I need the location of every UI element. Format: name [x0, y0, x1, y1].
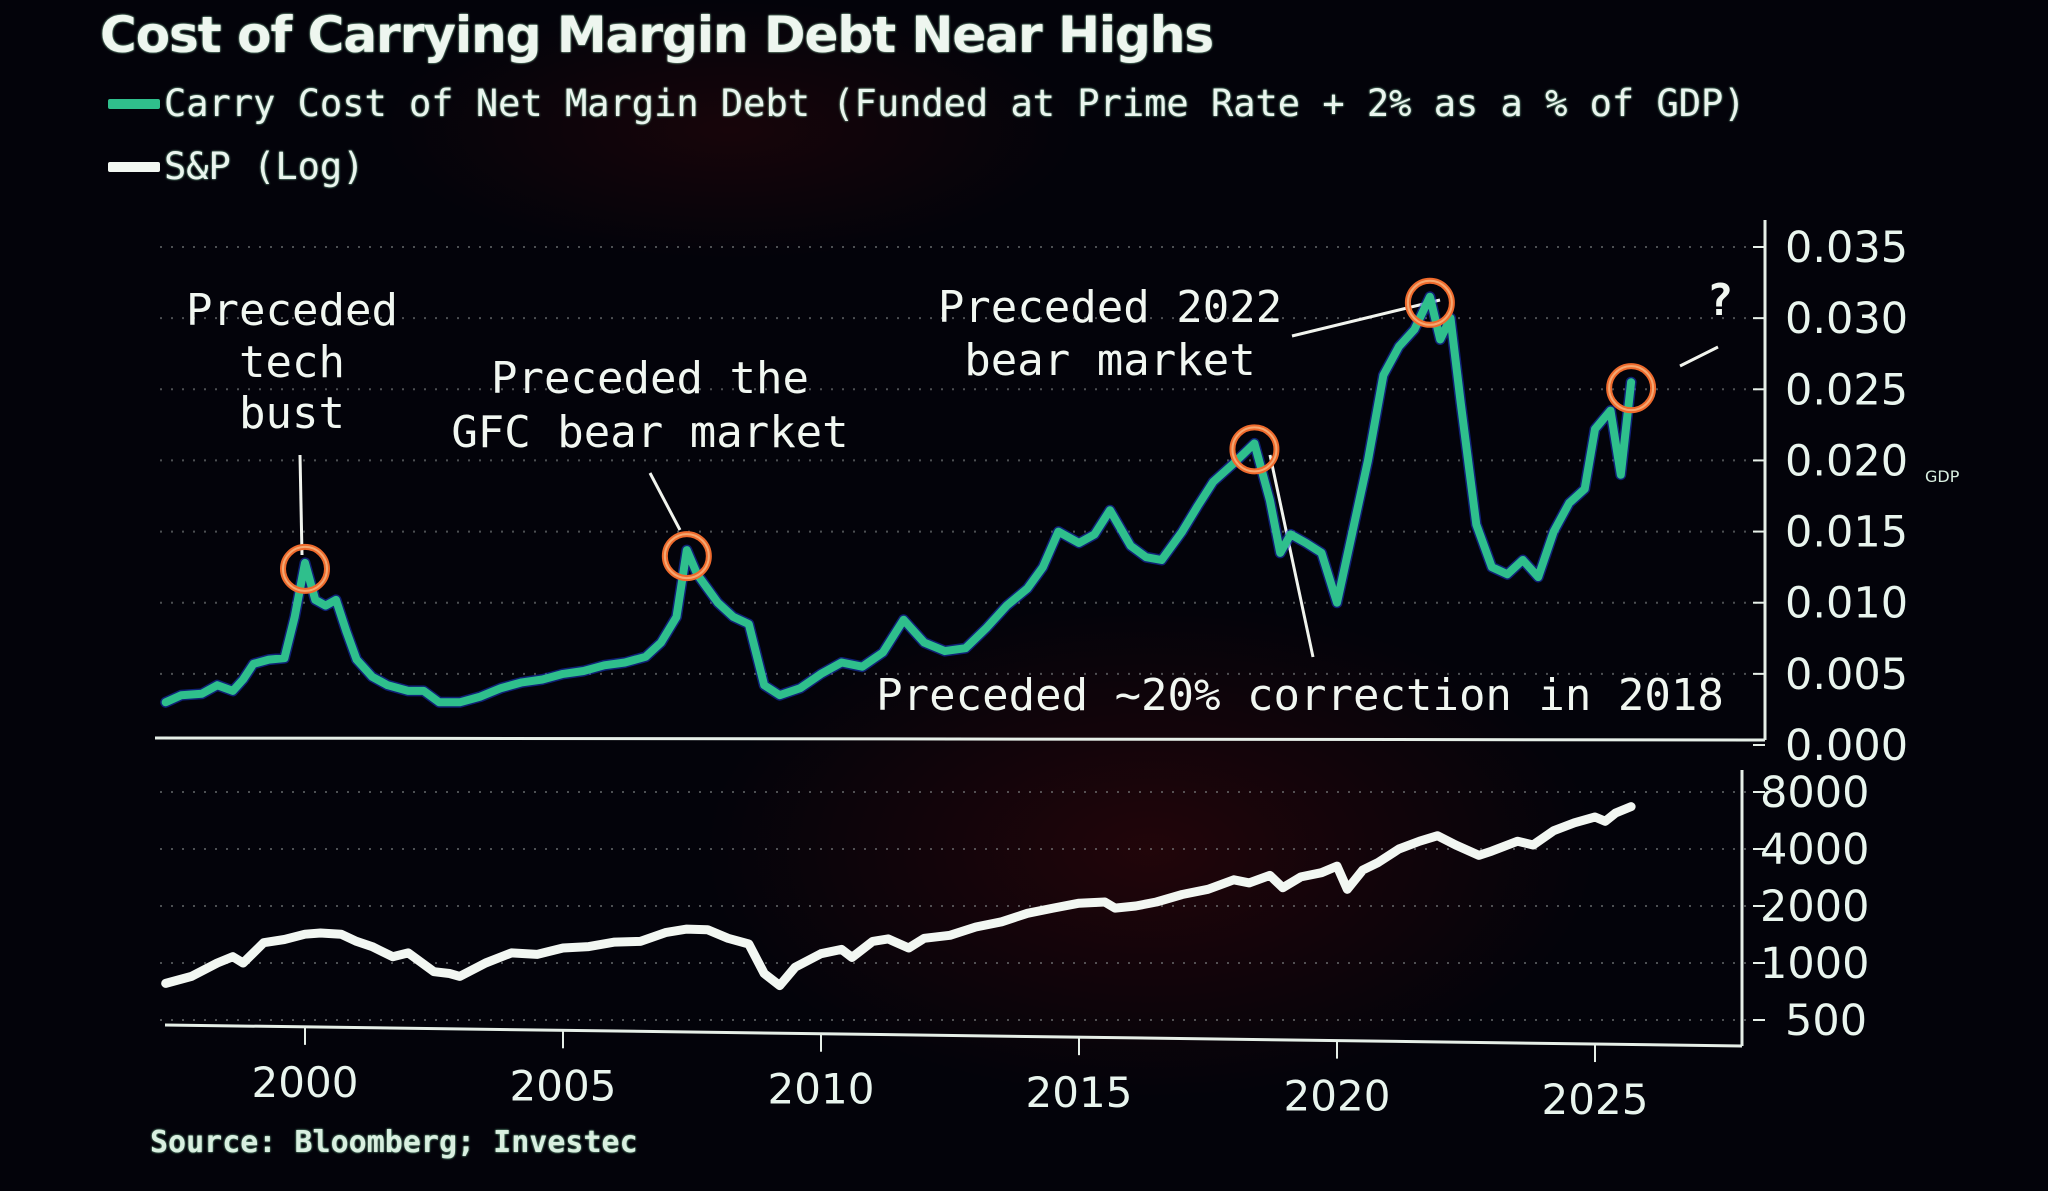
x-tick-label: 2010 — [768, 1065, 875, 1114]
upper-y-tick-label: 0.005 — [1785, 650, 1908, 700]
lower-y-tick-label: 500 — [1785, 996, 1867, 1046]
question-mark-annotation: ? — [1707, 275, 1734, 326]
legend-label-carry-cost: Carry Cost of Net Margin Debt (Funded at… — [164, 82, 1746, 125]
annotation-text: bear market — [964, 335, 1255, 386]
upper-y-tick-label: 0.030 — [1785, 294, 1908, 344]
legend-item-sp: S&P (Log) — [108, 145, 364, 188]
annotation-text: tech — [239, 337, 345, 388]
x-tick-label: 2015 — [1026, 1068, 1133, 1117]
upper-y-tick-label: 0.000 — [1785, 721, 1908, 771]
lower-y-tick-label: 1000 — [1760, 939, 1869, 989]
carry-cost-line — [161, 292, 1636, 707]
highlight-circles — [280, 277, 1657, 594]
upper-y-tick-labels: 0.035 0.030 0.025 0.020 0.015 0.010 0.005 0.000… — [1785, 223, 1960, 771]
lower-x-axis-line — [164, 1023, 1743, 1048]
highlight-circle-inner — [1406, 279, 1453, 326]
legend-label-sp: S&P (Log) — [164, 145, 365, 188]
upper-y-tick-label: 0.010 — [1785, 579, 1908, 629]
sp-log-line — [161, 802, 1636, 991]
annotation-text: bust — [239, 388, 345, 439]
x-tick-label: 2005 — [510, 1061, 617, 1110]
lower-y-tick-labels: 8000 4000 2000 1000 500 — [1760, 768, 1869, 1046]
x-tick-label: 2000 — [252, 1058, 359, 1107]
y-unit-label: GDP — [1925, 467, 1960, 486]
annotation-leader-line — [648, 472, 682, 531]
annotation-leader-line — [1268, 454, 1315, 658]
x-tick-labels: 2000 2005 2010 2015 2020 2025 — [252, 1026, 1649, 1124]
annotation-text: GFC bear market — [451, 407, 848, 458]
upper-y-tick-label: 0.035 — [1785, 223, 1908, 273]
highlight-circle-inner — [1231, 426, 1278, 473]
annotation-text: Preceded the — [491, 353, 809, 404]
legend-swatch-sp — [108, 161, 160, 172]
lower-y-tick-label: 4000 — [1760, 825, 1869, 875]
upper-gridlines — [160, 246, 1765, 746]
carry-cost-line-shadow — [160, 291, 1637, 708]
legend-swatch-carry-cost — [108, 98, 160, 109]
annotation-text: Preceded ~20% correction in 2018 — [876, 670, 1724, 721]
x-tick-label: 2025 — [1542, 1075, 1649, 1124]
annotation-leaders — [298, 298, 1719, 658]
lower-y-tick-label: 2000 — [1760, 882, 1869, 932]
lower-y-tick-label: 8000 — [1760, 768, 1869, 818]
source-note: Source: Bloomberg; Investec — [150, 1125, 638, 1160]
annotation-text: Preceded 2022 — [938, 282, 1282, 333]
highlight-circle-inner — [663, 533, 710, 580]
chart-title: Cost of Carrying Margin Debt Near Highs — [100, 6, 1214, 64]
annotation-leader-line — [1679, 345, 1719, 368]
upper-x-axis-line — [154, 736, 1749, 742]
highlight-circle-inner — [1608, 365, 1655, 412]
upper-y-tick-label: 0.020 — [1785, 436, 1908, 486]
highlight-circle-inner — [282, 545, 328, 592]
series-lines — [160, 291, 1637, 991]
lower-gridlines — [160, 791, 1765, 1021]
annotation-text: Preceded — [186, 285, 398, 336]
annotation-leader-line — [298, 454, 304, 556]
annotation-leader-line — [1291, 298, 1441, 338]
x-tick-label: 2020 — [1284, 1072, 1391, 1121]
axes — [154, 220, 1767, 1048]
upper-y-tick-label: 0.015 — [1785, 508, 1908, 558]
upper-y-tick-label: 0.025 — [1785, 365, 1908, 415]
legend-item-carry-cost: Carry Cost of Net Margin Debt (Funded at… — [108, 82, 1746, 125]
